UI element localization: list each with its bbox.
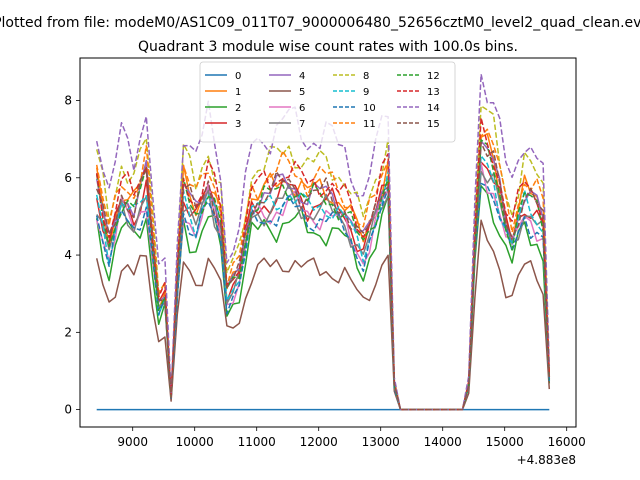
axes-frame: [79, 57, 577, 428]
x-tick-label: 15000: [486, 435, 524, 449]
legend-label-9: 9: [363, 87, 369, 98]
legend-label-5: 5: [299, 87, 305, 98]
legend-label-15: 15: [427, 119, 440, 130]
y-tick-label: 2: [64, 325, 72, 339]
x-tick-label: 16000: [548, 435, 586, 449]
chart-title: Quadrant 3 module wise count rates with …: [138, 39, 518, 55]
legend-label-7: 7: [299, 119, 305, 130]
series-line-15: [96, 141, 551, 411]
series-layer: [95, 73, 551, 411]
legend-label-2: 2: [235, 103, 241, 114]
x-tick-label: 11000: [238, 435, 276, 449]
x-tick-label: 10000: [176, 435, 214, 449]
x-axis: 9000 10000 11000 12000 13000 14000 15000 16000: [117, 427, 586, 449]
y-axis: 0 2 4 6 8: [64, 94, 80, 417]
legend-label-12: 12: [427, 71, 440, 82]
legend-label-11: 11: [363, 119, 376, 130]
legend-label-3: 3: [235, 119, 241, 130]
series-line-8: [95, 105, 551, 411]
legend-label-13: 13: [427, 87, 440, 98]
x-axis-offset-label: +4.883e8: [517, 453, 576, 467]
x-tick-label: 9000: [117, 435, 148, 449]
x-tick-label: 12000: [300, 435, 338, 449]
legend-label-1: 1: [235, 87, 241, 98]
y-tick-label: 0: [64, 403, 72, 417]
legend-label-8: 8: [363, 71, 369, 82]
legend-label-10: 10: [363, 103, 376, 114]
legend-label-6: 6: [299, 103, 305, 114]
series-line-14: [95, 73, 551, 411]
legend-label-14: 14: [427, 103, 440, 114]
x-tick-label: 13000: [362, 435, 400, 449]
figure-suptitle: Plotted from file: modeM0/AS1C09_011T07_…: [0, 15, 640, 31]
x-tick-label: 14000: [424, 435, 462, 449]
y-tick-label: 8: [64, 94, 72, 108]
legend-label-0: 0: [235, 71, 241, 82]
y-tick-label: 6: [64, 171, 72, 185]
legend-label-4: 4: [299, 71, 305, 82]
legend-box: [199, 61, 456, 143]
y-tick-label: 4: [64, 248, 72, 262]
